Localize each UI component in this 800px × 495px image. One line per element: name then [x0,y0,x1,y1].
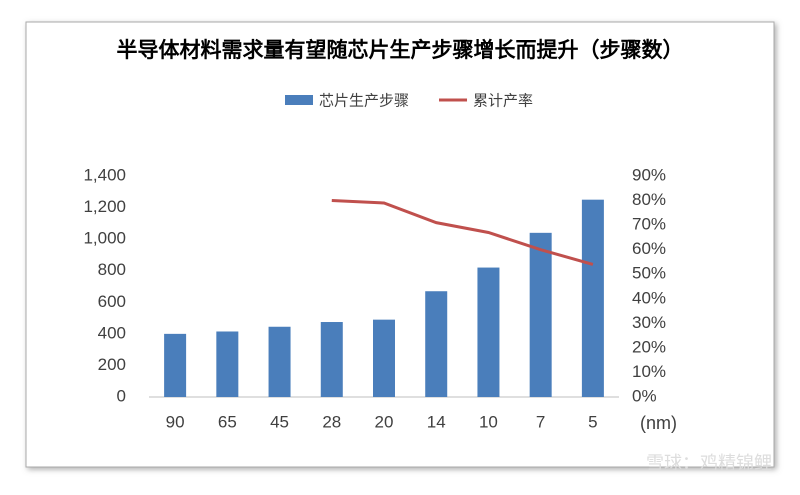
y2-tick-label: 50% [632,264,666,283]
bar [320,322,343,397]
y-tick-label: 800 [98,260,126,279]
y2-tick-label: 70% [632,215,666,234]
y2-tick-label: 30% [632,313,666,332]
y2-tick-label: 10% [632,362,666,381]
x-tick-label: 65 [218,412,237,431]
y2-tick-label: 90% [632,165,666,184]
y-tick-label: 1,400 [83,165,126,184]
x-tick-label: 45 [270,412,289,431]
x-tick-label: 7 [536,412,545,431]
bar [216,331,239,397]
bar [373,319,395,397]
bar [529,232,552,397]
line [331,199,594,266]
y-tick-label: 1,200 [83,197,126,216]
legend-label: 芯片生产步骤 [319,92,409,110]
x-tick-label: 28 [322,412,341,431]
chart-title: 半导体材料需求量有望随芯片生产步骤增长而提升（步骤数） [117,38,684,62]
x-axis-label: (nm) [640,413,677,433]
legend-swatch [285,95,313,105]
legend-label: 累计产率 [473,92,533,110]
y2-tick-label: 40% [632,288,666,307]
x-tick-label: 5 [588,412,597,431]
y-tick-label: 0 [117,386,126,405]
y2-tick-label: 0% [632,386,657,405]
y2-tick-label: 60% [632,239,666,258]
y2-tick-label: 20% [632,337,666,356]
x-tick-label: 10 [479,412,498,431]
bar [581,199,604,397]
watermark: 雪球：鸡精锦鲤 [646,453,772,474]
bar [268,326,291,397]
x-tick-label: 20 [375,412,394,431]
y-tick-label: 400 [98,323,126,342]
x-tick-label: 90 [166,412,185,431]
y-tick-label: 200 [98,355,126,374]
y2-tick-label: 80% [632,190,666,209]
x-tick-label: 14 [427,412,446,431]
y-tick-label: 1,000 [83,229,126,248]
chart-frame [25,21,775,468]
bar [477,267,500,397]
bar [425,291,448,397]
bar [164,333,187,397]
y-tick-label: 600 [98,292,126,311]
